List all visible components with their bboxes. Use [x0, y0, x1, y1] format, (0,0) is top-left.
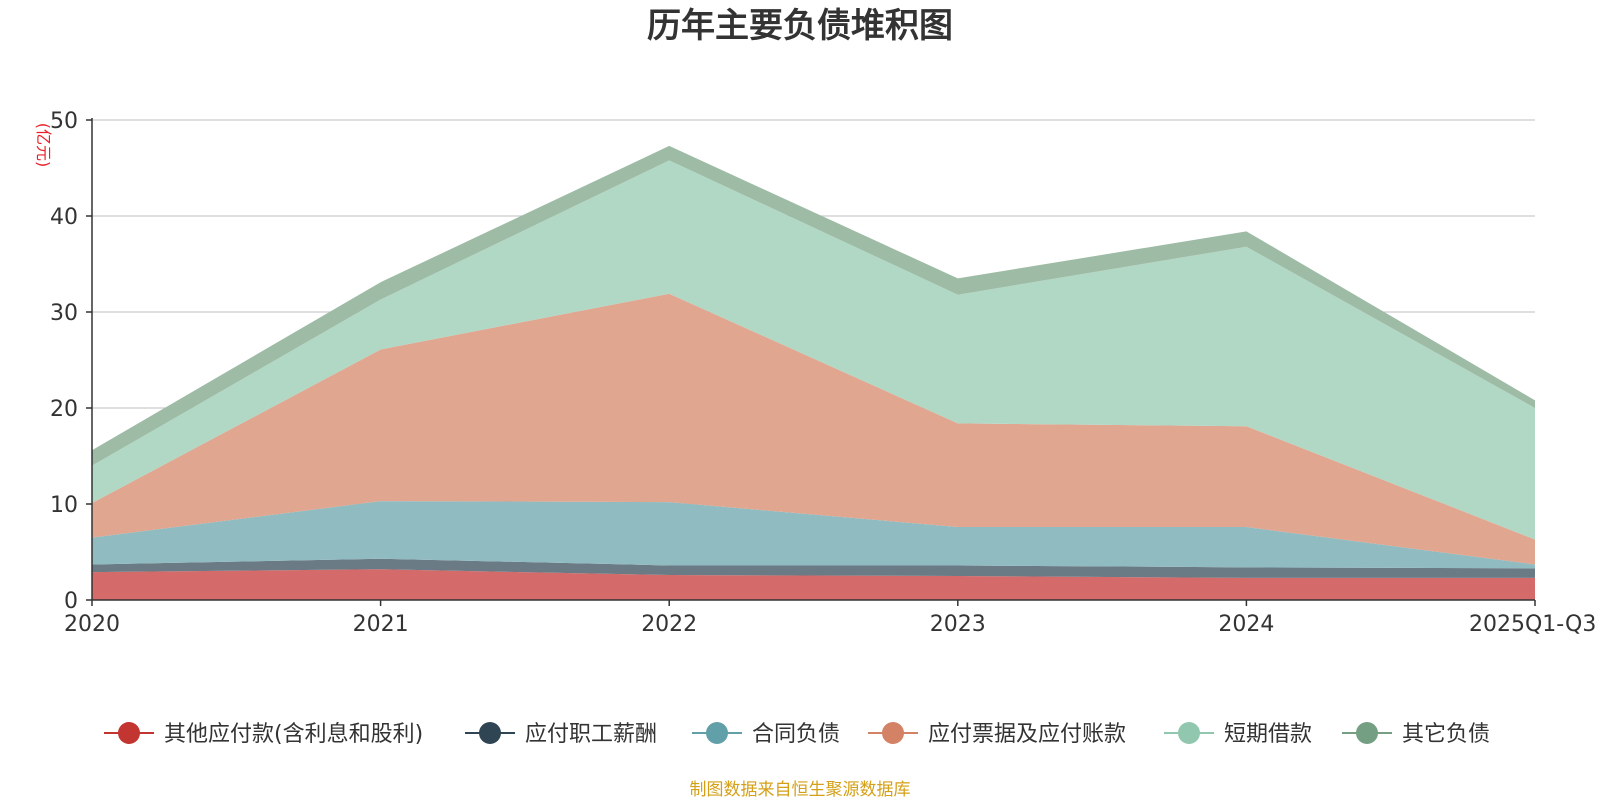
legend-item-5[interactable]: 短期借款	[1164, 722, 1312, 747]
legend-label: 短期借款	[1224, 722, 1312, 747]
legend-marker	[1356, 722, 1378, 744]
area-series-group	[92, 145, 1535, 600]
x-tick-label: 2021	[353, 612, 409, 637]
legend-item-2[interactable]: 应付职工薪酬	[465, 722, 657, 747]
legend-marker	[882, 722, 904, 744]
y-tick-label: 20	[50, 397, 78, 422]
y-tick-label: 30	[50, 301, 78, 326]
area-series-3	[92, 501, 1535, 569]
x-tick-label: 2020	[64, 612, 120, 637]
area-series-2	[92, 558, 1535, 578]
legend-item-3[interactable]: 合同负债	[692, 722, 840, 747]
legend-item-6[interactable]: 其它负债	[1342, 722, 1490, 747]
y-tick-label: 40	[50, 205, 78, 230]
x-tick-label: 2023	[930, 612, 986, 637]
axes: 0 10 20 30 40 50 2020 2021 2022 2023 2024 2025Q1-Q3	[50, 109, 1596, 637]
x-tick-label: 2024	[1218, 612, 1274, 637]
x-tick-label: 2022	[641, 612, 697, 637]
legend-label: 应付职工薪酬	[525, 722, 657, 747]
legend-label: 其他应付款(含利息和股利)	[164, 722, 423, 747]
x-tick-label: 2025Q1-Q3	[1469, 612, 1596, 637]
legend-marker	[706, 722, 728, 744]
area-series-5	[92, 160, 1535, 540]
legend-label: 其它负债	[1402, 722, 1490, 747]
source-note: 制图数据来自恒生聚源数据库	[690, 780, 911, 800]
area-series-1	[92, 569, 1535, 600]
y-tick-label: 10	[50, 493, 78, 518]
y-axis-unit-label: (亿元)	[34, 123, 53, 168]
legend[interactable]: 其他应付款(含利息和股利) 应付职工薪酬 合同负债 应付票据及应付账款 短期借款 其它负债	[104, 722, 1490, 747]
area-series-4	[92, 293, 1535, 565]
y-tick-label: 50	[50, 109, 78, 134]
legend-label: 应付票据及应付账款	[928, 722, 1126, 747]
legend-marker	[1178, 722, 1200, 744]
y-tick-label: 0	[64, 589, 78, 614]
legend-item-1[interactable]: 其他应付款(含利息和股利)	[104, 722, 423, 747]
legend-marker	[479, 722, 501, 744]
legend-marker	[118, 722, 140, 744]
legend-label: 合同负债	[752, 722, 840, 747]
legend-item-4[interactable]: 应付票据及应付账款	[868, 722, 1126, 747]
chart-title: 历年主要负债堆积图	[647, 6, 953, 46]
